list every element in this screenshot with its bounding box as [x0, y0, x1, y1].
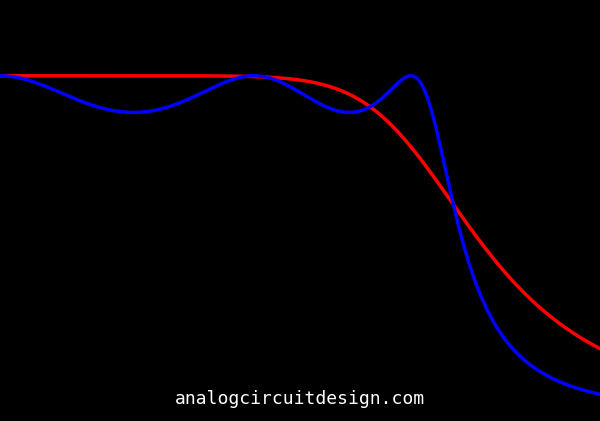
Text: analogcircuitdesign.com: analogcircuitdesign.com [175, 390, 425, 408]
